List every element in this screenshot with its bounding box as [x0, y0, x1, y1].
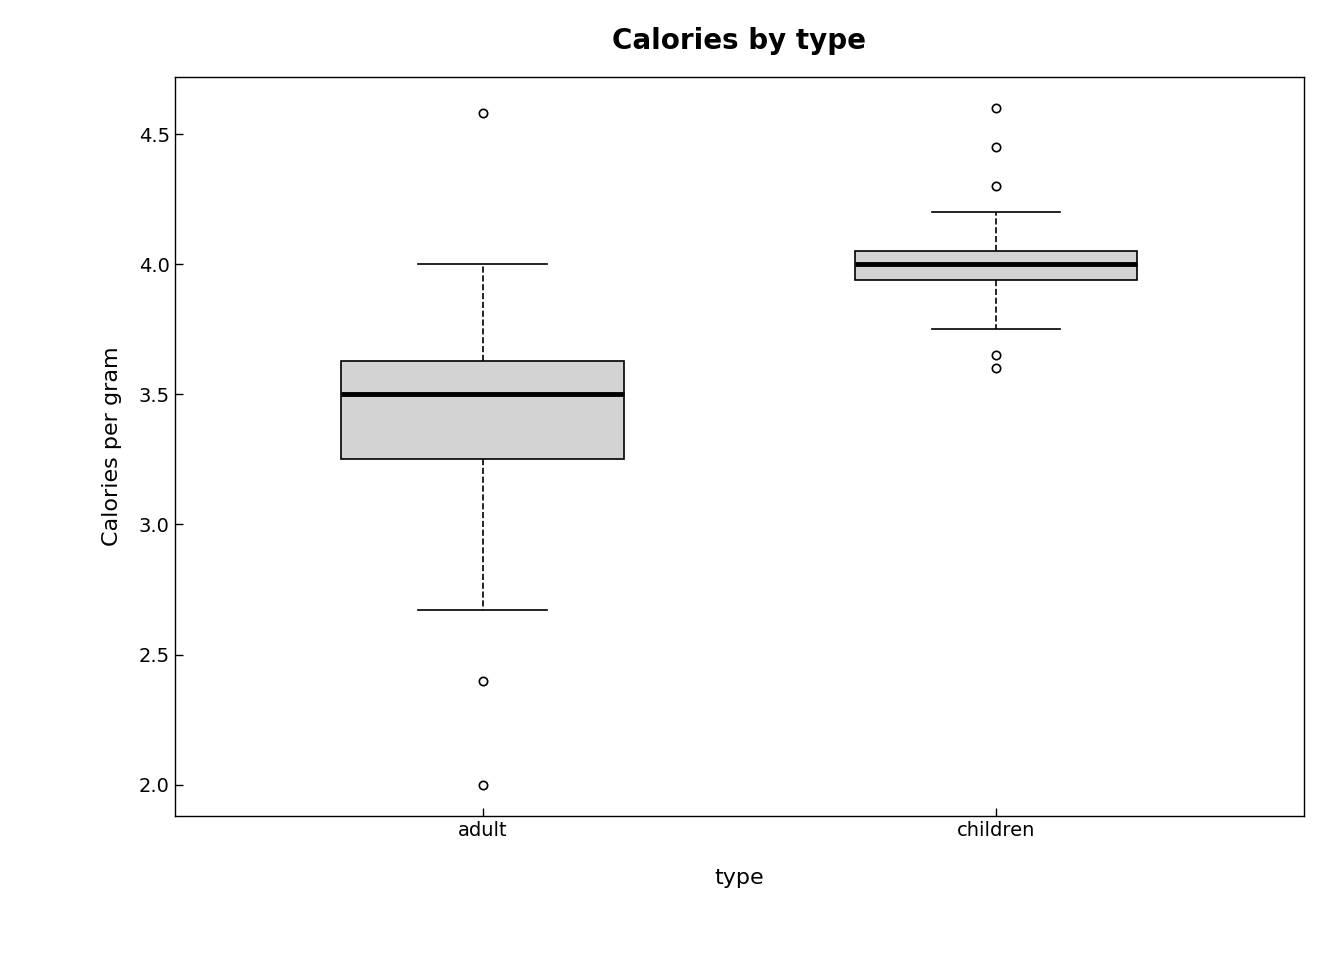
PathPatch shape: [341, 361, 624, 460]
X-axis label: type: type: [715, 868, 763, 888]
Y-axis label: Calories per gram: Calories per gram: [102, 347, 122, 546]
PathPatch shape: [855, 252, 1137, 279]
Title: Calories by type: Calories by type: [613, 27, 866, 55]
